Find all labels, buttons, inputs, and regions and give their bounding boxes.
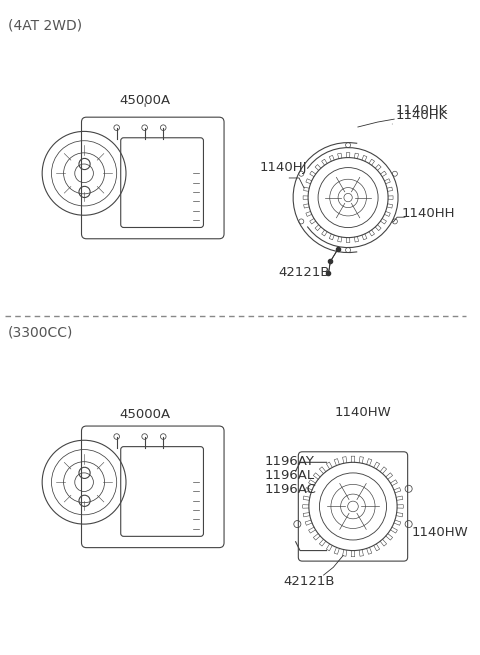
Text: 1140HW: 1140HW xyxy=(412,526,468,539)
Text: 1140HH: 1140HH xyxy=(402,207,456,220)
Text: (4AT 2WD): (4AT 2WD) xyxy=(8,18,82,32)
Text: 45000A: 45000A xyxy=(120,94,171,107)
Text: 1140HW: 1140HW xyxy=(335,406,391,419)
Text: 1140HK: 1140HK xyxy=(395,104,447,117)
Text: 1140HK: 1140HK xyxy=(392,109,447,124)
Text: (3300CC): (3300CC) xyxy=(8,325,73,339)
Text: 42121B: 42121B xyxy=(283,575,335,588)
Text: 42121B: 42121B xyxy=(278,266,330,279)
Text: 1196AL: 1196AL xyxy=(265,469,315,482)
Text: 1196AY: 1196AY xyxy=(265,455,314,468)
Text: 1140HJ: 1140HJ xyxy=(260,161,307,174)
Text: 45000A: 45000A xyxy=(120,408,171,421)
Text: 1196AC: 1196AC xyxy=(265,483,317,496)
